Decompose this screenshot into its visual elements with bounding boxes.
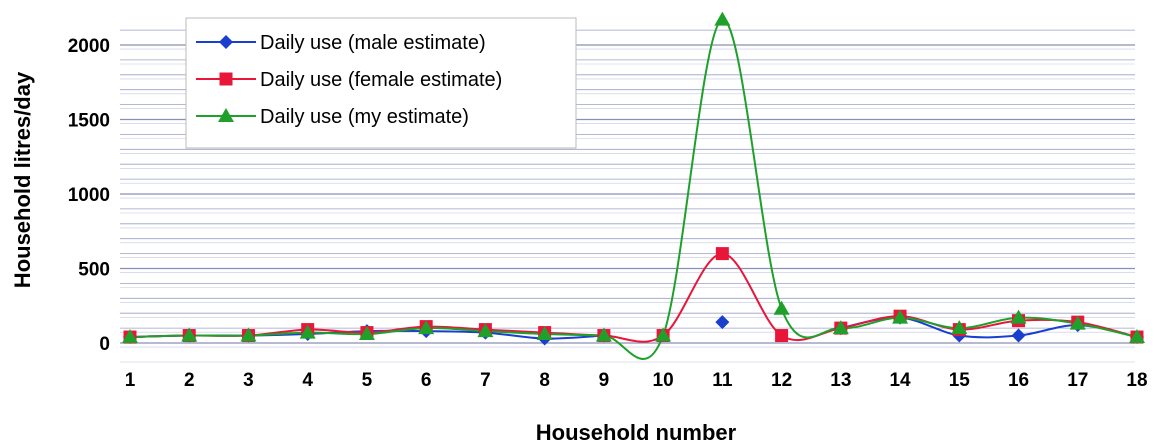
legend-box <box>185 17 577 149</box>
legend-label-2: Daily use (female estimate) <box>260 69 502 91</box>
y-tick-label: 1000 <box>68 185 110 206</box>
y-axis-ticks: 0 500 1000 1500 2000 <box>68 36 110 355</box>
x-tick-label: 7 <box>480 370 491 391</box>
data-point-series-3 <box>299 324 316 339</box>
data-point-series-3 <box>1069 315 1086 330</box>
data-point-series-3 <box>832 320 849 335</box>
data-point-series-3 <box>951 320 968 335</box>
legend-marker-1 <box>219 35 233 49</box>
x-tick-label: 2 <box>184 370 195 391</box>
data-point-series-3 <box>892 309 909 324</box>
y-tick-label: 0 <box>99 334 110 355</box>
x-tick-label: 17 <box>1067 370 1088 391</box>
data-point-series-3 <box>240 327 257 342</box>
data-point-series-3 <box>477 323 494 338</box>
legend-marker-3 <box>218 108 234 122</box>
data-point-series-2 <box>775 329 789 343</box>
x-tick-label: 13 <box>830 370 851 391</box>
data-point-series-3 <box>418 320 435 335</box>
x-tick-label: 6 <box>421 370 432 391</box>
y-tick-label: 500 <box>78 260 110 281</box>
x-axis-ticks: 1 2 3 4 5 6 7 8 9 10 11 12 13 14 15 16 17 18 <box>125 370 1148 391</box>
legend-marker-2 <box>219 72 233 86</box>
x-tick-label: 15 <box>949 370 971 391</box>
series-line-3 <box>129 18 1138 360</box>
x-tick-label: 12 <box>771 370 792 391</box>
y-tick-label: 1500 <box>68 111 110 132</box>
x-tick-label: 10 <box>653 370 674 391</box>
data-point-series-2 <box>715 247 729 261</box>
x-tick-label: 18 <box>1126 370 1147 391</box>
data-point-series-3 <box>1010 309 1027 324</box>
series-markers <box>122 11 1145 346</box>
x-tick-label: 3 <box>243 370 254 391</box>
data-point-series-1 <box>715 315 730 330</box>
data-point-series-3 <box>1129 329 1145 344</box>
legend-label-1: Daily use (male estimate) <box>260 32 486 54</box>
data-point-series-3 <box>358 326 375 341</box>
x-tick-label: 4 <box>302 370 313 391</box>
data-point-series-3 <box>536 326 553 341</box>
y-tick-label: 2000 <box>68 36 110 57</box>
x-tick-label: 14 <box>889 370 911 391</box>
data-point-series-3 <box>655 327 672 342</box>
data-point-series-3 <box>122 329 138 344</box>
y-axis-title: Household litres/day <box>10 71 35 288</box>
data-point-series-3 <box>595 327 612 342</box>
x-tick-label: 5 <box>362 370 373 391</box>
x-tick-label: 1 <box>125 370 136 391</box>
data-point-series-3 <box>714 11 731 26</box>
x-tick-label: 9 <box>599 370 610 391</box>
legend-label-3: Daily use (my estimate) <box>260 106 469 128</box>
gridlines <box>120 29 1135 363</box>
data-point-series-3 <box>181 327 198 342</box>
x-tick-label: 11 <box>712 370 733 391</box>
x-axis-title: Household number <box>536 420 737 445</box>
series-line-2 <box>129 252 1138 343</box>
legend: Daily use (male estimate) Daily use (fema… <box>185 17 577 149</box>
x-tick-label: 8 <box>539 370 550 391</box>
x-tick-label: 16 <box>1008 370 1029 391</box>
data-point-series-1 <box>1011 328 1026 343</box>
data-point-series-3 <box>773 300 790 315</box>
